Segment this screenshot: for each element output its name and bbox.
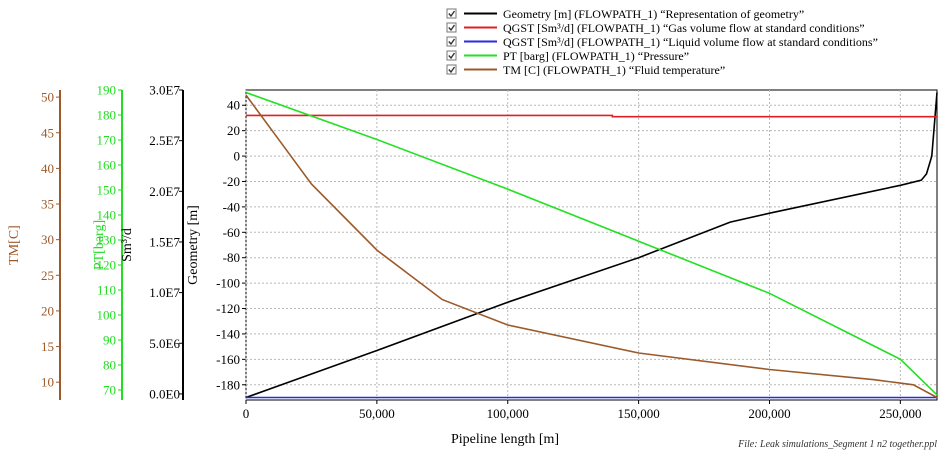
check-icon — [448, 10, 456, 18]
axis-flow: 0.0E0 5.0E6 1.0E7 1.5E7 2.0E7 2.5E7 3.0E7 Sm³/d — [120, 83, 184, 401]
y-tick-label: 80 — [103, 358, 116, 373]
x-axis-label: Pipeline length [m] — [451, 432, 559, 447]
y-tick-label: 1.0E7 — [149, 285, 180, 300]
axis-title: PT[barg] — [92, 220, 107, 270]
y-tick-label: -100 — [216, 276, 240, 291]
y-tick-label: 15 — [41, 339, 54, 354]
y-tick-label: 50 — [41, 90, 54, 105]
y-tick-label: -60 — [223, 225, 240, 240]
x-tick-label: 50,000 — [359, 406, 395, 421]
y-tick-label: 10 — [41, 375, 54, 390]
legend-item-2: QGST [Sm³/d] (FLOWPATH_1) “Liquid volume… — [446, 35, 878, 49]
y-tick-label: 170 — [97, 133, 117, 148]
y-tick-label: -20 — [223, 174, 240, 189]
y-tick-label: 0 — [234, 149, 241, 164]
y-tick-label: -80 — [223, 250, 240, 265]
legend-item-4: TM [C] (FLOWPATH_1) “Fluid temperature” — [446, 63, 725, 77]
x-tick-label: 150,000 — [617, 406, 659, 421]
y-tick-label: 1.5E7 — [149, 234, 180, 249]
y-tick-label: 30 — [41, 232, 54, 247]
legend-label: Geometry [m] (FLOWPATH_1) “Representatio… — [503, 7, 804, 21]
x-tick-label: 100,000 — [487, 406, 529, 421]
y-tick-label: 2.5E7 — [149, 133, 180, 148]
series-line-3 — [245, 91, 938, 396]
y-tick-label: 25 — [41, 268, 54, 283]
y-tick-label: 110 — [97, 283, 116, 298]
legend-item-1: QGST [Sm³/d] (FLOWPATH_1) “Gas volume fl… — [446, 21, 865, 35]
legend-label: QGST [Sm³/d] (FLOWPATH_1) “Gas volume fl… — [503, 21, 865, 35]
legend-checkbox — [446, 8, 457, 19]
y-tick-label: -40 — [223, 199, 240, 214]
y-tick-label: 140 — [97, 208, 117, 223]
legend-label: QGST [Sm³/d] (FLOWPATH_1) “Liquid volume… — [503, 35, 878, 49]
axis-tm: 10 15 20 25 30 35 40 45 50 TM[C] — [7, 90, 61, 400]
axis-pt: 70 80 90 100 110 120 130 140 150 160 170 180 190 PT[b… — [92, 83, 123, 400]
y-tick-label: 2.0E7 — [149, 184, 180, 199]
y-tick-label: 90 — [103, 333, 116, 348]
check-icon — [448, 52, 456, 60]
axis-title: Sm³/d — [120, 228, 135, 262]
file-label: File: Leak simulations_Segment 1 n2 toge… — [737, 439, 937, 450]
y-tick-label: 100 — [97, 308, 117, 323]
y-tick-label: 130 — [97, 233, 117, 248]
axis-title: TM[C] — [7, 225, 22, 265]
plot-area: 0 50,000 100,000 150,000 200,000 250,000 — [243, 89, 938, 421]
legend-item-0: Geometry [m] (FLOWPATH_1) “Representatio… — [446, 7, 804, 21]
axis-geom: -180 -160 -140 -120 -100 -80 -60 -40 -20 0 20 40 Geo… — [186, 98, 246, 392]
y-tick-label: -120 — [216, 301, 240, 316]
axis-title: Geometry [m] — [186, 205, 201, 285]
check-icon — [448, 38, 456, 46]
y-tick-label: 190 — [97, 83, 117, 98]
series-line-1 — [246, 114, 937, 118]
check-icon — [448, 24, 456, 32]
legend-checkbox — [446, 50, 457, 61]
y-tick-label: 35 — [41, 197, 54, 212]
y-tick-label: 160 — [97, 158, 117, 173]
y-tick-label: 20 — [41, 303, 54, 318]
check-icon — [448, 66, 456, 74]
legend-label: PT [barg] (FLOWPATH_1) “Pressure” — [503, 49, 689, 63]
legend: Geometry [m] (FLOWPATH_1) “Representatio… — [446, 7, 878, 77]
legend-item-3: PT [barg] (FLOWPATH_1) “Pressure” — [446, 49, 689, 63]
y-tick-label: -180 — [216, 377, 240, 392]
series-line-4 — [245, 94, 938, 399]
y-tick-label: 70 — [103, 383, 116, 398]
y-tick-label: -140 — [216, 326, 240, 341]
legend-checkbox — [446, 64, 457, 75]
legend-label: TM [C] (FLOWPATH_1) “Fluid temperature” — [503, 63, 725, 77]
y-tick-label: 180 — [97, 108, 117, 123]
y-tick-label: 150 — [97, 183, 117, 198]
y-tick-label: 120 — [97, 258, 117, 273]
y-tick-label: 45 — [41, 125, 54, 140]
series-line-0 — [245, 92, 938, 399]
x-tick-label: 250,000 — [879, 406, 921, 421]
x-tick-label: 0 — [243, 406, 250, 421]
left-axes: 10 15 20 25 30 35 40 45 50 TM[C] 70 80 90 100 110 120 13… — [7, 83, 246, 401]
y-tick-label: 3.0E7 — [149, 83, 180, 98]
y-tick-label: 5.0E6 — [149, 336, 180, 351]
plot-frame — [245, 89, 938, 401]
y-tick-label: 40 — [41, 161, 54, 176]
legend-checkbox — [446, 36, 457, 47]
legend-checkbox — [446, 22, 457, 33]
y-tick-label: 0.0E0 — [149, 386, 180, 401]
x-tick-label: 200,000 — [748, 406, 790, 421]
y-tick-label: 20 — [227, 123, 240, 138]
y-tick-label: -160 — [216, 352, 240, 367]
y-tick-label: 40 — [227, 98, 240, 113]
